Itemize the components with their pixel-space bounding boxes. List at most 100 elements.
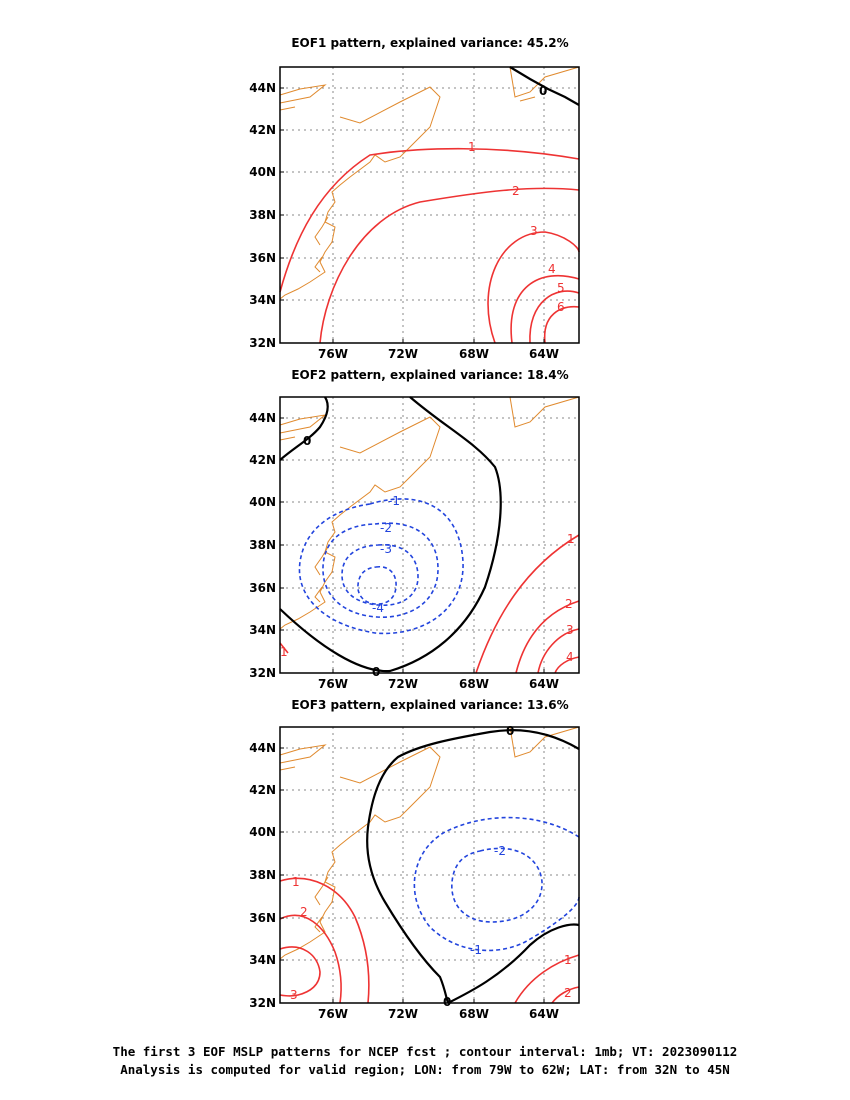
lat-tick-label: 42N bbox=[249, 123, 276, 137]
eof1-panel: 0 1 2 3 4 5 6 44N 42N 40N 38N 36N 34N 32… bbox=[249, 66, 580, 361]
lon-tick-label: 76W bbox=[318, 347, 348, 361]
eof1-contour-labels: 0 1 2 3 4 5 6 bbox=[468, 84, 565, 314]
eof3-label-pos3-west: 3 bbox=[290, 988, 298, 1002]
eof2-contour-zero-north bbox=[279, 396, 329, 461]
eof3-title: EOF3 pattern, explained variance: 13.6% bbox=[291, 698, 569, 712]
eof2-label-neg1: -1 bbox=[388, 494, 400, 508]
eof3-contour-pos2-east bbox=[551, 986, 580, 1004]
eof2-label-pos1: 1 bbox=[567, 532, 575, 546]
lat-tick-label: 32N bbox=[249, 336, 276, 350]
lat-tick-label: 36N bbox=[249, 251, 276, 265]
eof2-contour-neg4 bbox=[357, 565, 397, 605]
eof2-label-zero-south: 0 bbox=[372, 665, 380, 679]
eof3-label-neg1: -1 bbox=[470, 943, 482, 957]
eof3-contour-zero-lower bbox=[447, 923, 580, 1004]
eof2-contour-neg2 bbox=[322, 522, 439, 618]
lat-tick-label: 36N bbox=[249, 911, 276, 925]
eof3-label-zero-top: 0 bbox=[506, 724, 514, 738]
eof1-contour-pos3 bbox=[487, 231, 580, 344]
eof2-contour-pos4-east bbox=[554, 656, 580, 674]
eof1-lat-ticks bbox=[280, 87, 545, 343]
eof1-label-6: 6 bbox=[557, 300, 565, 314]
eof2-contour-pos1-east bbox=[475, 534, 580, 674]
eof3-coastline bbox=[279, 726, 580, 960]
eof2-label-neg4: -4 bbox=[372, 601, 384, 615]
eof3-label-pos1-east: 1 bbox=[564, 953, 572, 967]
lon-tick-label: 64W bbox=[529, 677, 559, 691]
eof1-contour-pos2 bbox=[319, 187, 580, 344]
eof1-label-4: 4 bbox=[548, 262, 556, 276]
eof1-contour-zero bbox=[509, 66, 580, 106]
eof3-contour-neg2 bbox=[451, 847, 543, 923]
eof2-contour-neg1 bbox=[298, 498, 464, 635]
eof3-frame bbox=[279, 726, 580, 1004]
eof1-label-2: 2 bbox=[512, 184, 520, 198]
eof1-label-5: 5 bbox=[557, 281, 565, 295]
eof3-gridlines bbox=[280, 727, 579, 1003]
caption-line-2: Analysis is computed for valid region; L… bbox=[120, 1062, 730, 1077]
eof1-coastline bbox=[279, 66, 580, 300]
eof1-label-1: 1 bbox=[468, 140, 476, 154]
eof2-contour-zero-main bbox=[279, 396, 502, 673]
eof2-label-neg3: -3 bbox=[380, 542, 392, 556]
eof2-contours bbox=[279, 396, 580, 674]
lat-tick-label: 44N bbox=[249, 81, 276, 95]
lon-tick-label: 68W bbox=[459, 347, 489, 361]
eof3-label-pos2-east: 2 bbox=[564, 986, 572, 1000]
lon-tick-label: 72W bbox=[388, 347, 418, 361]
eof2-coastline bbox=[279, 396, 580, 630]
lat-tick-label: 44N bbox=[249, 741, 276, 755]
eof2-contour-labels: 0 -1 -2 -3 -4 0 1 2 3 4 1 bbox=[280, 434, 575, 679]
eof2-panel: 0 -1 -2 -3 -4 0 1 2 3 4 1 44N 42N 40N 38… bbox=[249, 396, 580, 691]
eof2-label-pos3: 3 bbox=[566, 623, 574, 637]
lon-tick-label: 76W bbox=[318, 1007, 348, 1021]
eof3-contour-pos1-west bbox=[279, 877, 370, 1004]
caption-line-1: The first 3 EOF MSLP patterns for NCEP f… bbox=[112, 1044, 738, 1059]
eof2-contour-pos2-east bbox=[515, 600, 580, 674]
lat-tick-label: 40N bbox=[249, 825, 276, 839]
lat-tick-label: 38N bbox=[249, 538, 276, 552]
eof2-lon-labels: 76W 72W 68W 64W bbox=[318, 677, 559, 691]
lat-tick-label: 34N bbox=[249, 623, 276, 637]
eof3-lon-labels: 76W 72W 68W 64W bbox=[318, 1007, 559, 1021]
eof3-label-pos2-west: 2 bbox=[300, 905, 308, 919]
eof3-label-pos1-west: 1 bbox=[292, 875, 300, 889]
eof2-label-pos1-west: 1 bbox=[280, 645, 288, 659]
eof2-ticks bbox=[280, 417, 545, 673]
eof3-label-zero-bottom: 0 bbox=[443, 995, 451, 1009]
eof3-contour-pos3-west bbox=[279, 946, 321, 997]
eof2-title: EOF2 pattern, explained variance: 18.4% bbox=[291, 368, 569, 382]
eof2-frame bbox=[279, 396, 580, 674]
eof2-label-zero-north: 0 bbox=[303, 434, 311, 448]
lat-tick-label: 42N bbox=[249, 453, 276, 467]
lon-tick-label: 64W bbox=[529, 347, 559, 361]
eof3-contours bbox=[279, 729, 580, 1004]
lat-tick-label: 38N bbox=[249, 208, 276, 222]
lat-tick-label: 34N bbox=[249, 953, 276, 967]
eof3-contour-neg1 bbox=[413, 816, 580, 952]
eof1-label-0: 0 bbox=[539, 84, 547, 98]
eof3-contour-labels: 0 0 -1 -2 1 2 3 1 2 bbox=[290, 724, 572, 1009]
eof2-lat-labels: 44N 42N 40N 38N 36N 34N 32N bbox=[249, 411, 276, 680]
eof1-frame bbox=[279, 66, 580, 344]
eof1-lat-labels: 44N 42N 40N 38N 36N 34N 32N bbox=[249, 81, 276, 350]
eof3-contour-zero bbox=[366, 729, 580, 1004]
eof2-label-pos2: 2 bbox=[565, 597, 573, 611]
eof2-contour-pos3-east bbox=[537, 628, 580, 674]
lat-tick-label: 38N bbox=[249, 868, 276, 882]
lat-tick-label: 32N bbox=[249, 666, 276, 680]
eof1-gridlines bbox=[280, 67, 579, 343]
lat-tick-label: 44N bbox=[249, 411, 276, 425]
lon-tick-label: 76W bbox=[318, 677, 348, 691]
eof1-title: EOF1 pattern, explained variance: 45.2% bbox=[291, 36, 569, 50]
lat-tick-label: 42N bbox=[249, 783, 276, 797]
lat-tick-label: 32N bbox=[249, 996, 276, 1010]
lon-tick-label: 72W bbox=[388, 677, 418, 691]
eof1-contours bbox=[279, 66, 580, 344]
lon-tick-label: 68W bbox=[459, 1007, 489, 1021]
eof1-contour-pos6 bbox=[543, 305, 580, 344]
eof3-lat-labels: 44N 42N 40N 38N 36N 34N 32N bbox=[249, 741, 276, 1010]
eof3-label-neg2: -2 bbox=[494, 844, 506, 858]
eof1-contour-pos4 bbox=[510, 274, 580, 344]
